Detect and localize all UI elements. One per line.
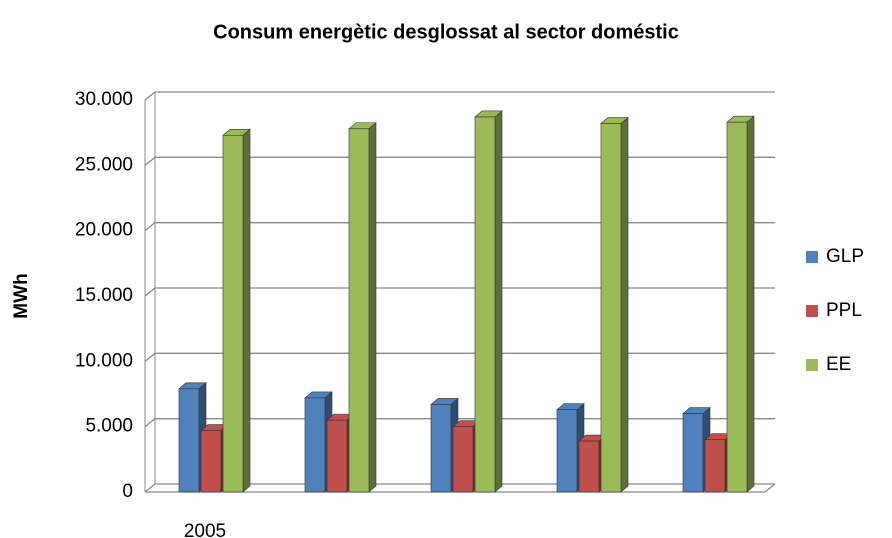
- grid-line: [144, 222, 775, 232]
- bar-side: [620, 116, 629, 493]
- legend-swatch: [806, 251, 818, 263]
- grid-line: [144, 287, 775, 297]
- y-tick-label: 0: [122, 481, 133, 502]
- grid-line: [144, 156, 775, 166]
- bar: [726, 121, 748, 493]
- y-axis-label: MWh: [11, 273, 32, 318]
- y-tick-label: 30.000: [75, 89, 133, 110]
- grid-line: [144, 91, 775, 101]
- bar: [222, 134, 244, 493]
- bar: [430, 404, 452, 493]
- legend-label: GLP: [826, 246, 864, 267]
- legend-swatch: [806, 305, 818, 317]
- y-tick-label: 20.000: [75, 220, 133, 241]
- legend-label: EE: [826, 354, 851, 375]
- bar: [348, 128, 370, 493]
- x-tick-label: 2005: [184, 521, 226, 538]
- bar-group: [222, 128, 251, 493]
- bar: [178, 388, 200, 493]
- chart-title: Consum energètic desglossat al sector do…: [213, 21, 679, 43]
- legend-swatch: [806, 359, 818, 371]
- bar: [326, 419, 348, 493]
- y-tick-label: 10.000: [75, 350, 133, 371]
- bar: [304, 397, 326, 493]
- bar: [200, 430, 222, 493]
- y-tick-label: 15.000: [75, 285, 133, 306]
- bar-group: [726, 115, 755, 493]
- bar: [556, 409, 578, 493]
- y-tick-label: 25.000: [75, 154, 133, 175]
- bar: [600, 123, 622, 493]
- bar-group: [474, 110, 503, 493]
- grid-line: [144, 352, 775, 362]
- y-tick-label: 5.000: [85, 416, 133, 437]
- bar-side: [242, 128, 251, 493]
- bar: [578, 440, 600, 493]
- bar: [474, 116, 496, 493]
- bar-side: [368, 122, 377, 493]
- bar-side: [746, 115, 755, 493]
- bar: [682, 413, 704, 493]
- bar-group: [600, 116, 629, 493]
- legend-label: PPL: [826, 300, 862, 321]
- bar-side: [494, 110, 503, 493]
- bar: [704, 439, 726, 493]
- bar: [452, 426, 474, 493]
- bar-group: [348, 122, 377, 493]
